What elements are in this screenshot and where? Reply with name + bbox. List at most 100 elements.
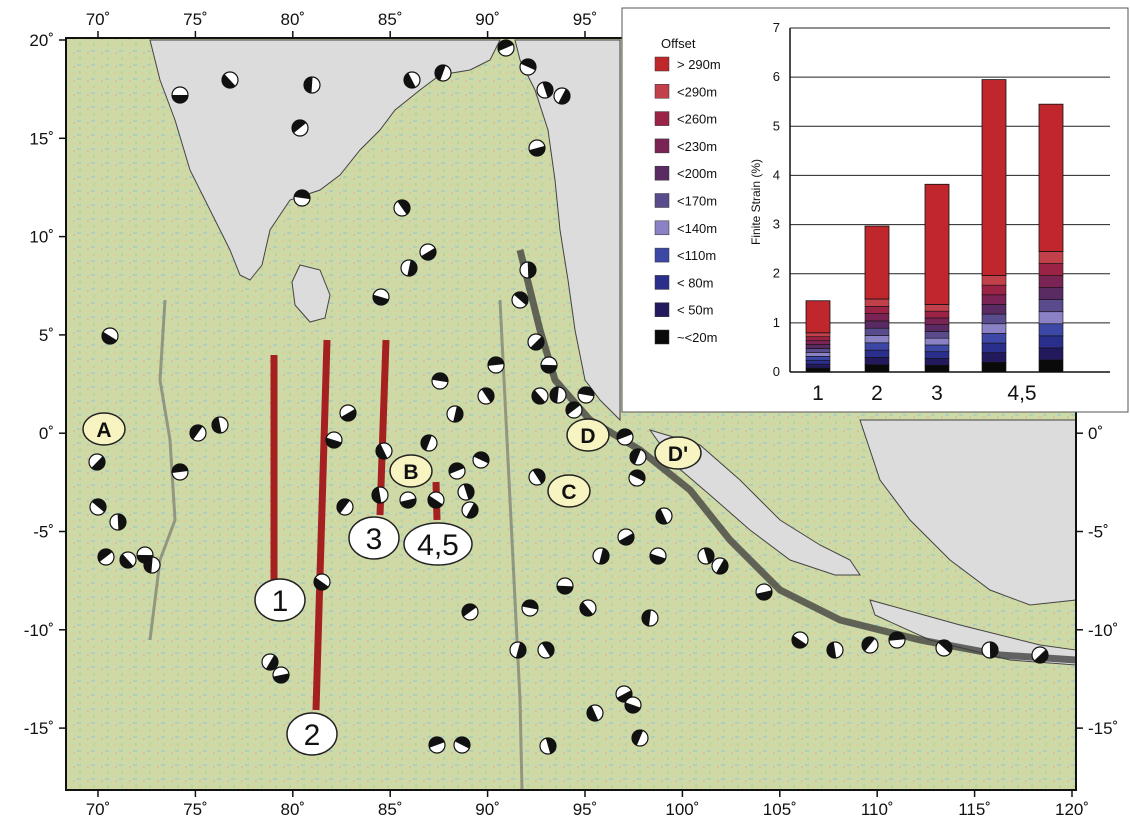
track-label-45: 4,5 [403,522,473,566]
lat-tick-label: -10˚ [24,621,54,640]
bar-segment [981,284,1007,296]
legend-swatch [654,111,670,126]
bar-segment [981,362,1007,373]
bar-segment [924,331,950,339]
legend-swatch [654,220,670,236]
legend-label: < 80m [677,275,714,290]
legend-swatch [654,247,670,263]
lon-tick-label: 85˚ [378,10,403,29]
bar-segment [981,275,1007,286]
track-label-45-text: 4,5 [417,529,459,562]
bar-segment [1038,299,1064,313]
track-label-1-ellipse [254,578,306,622]
focal-mechanism-icon [477,387,495,405]
strain-bar-chart: 0 1 2 3 4 5 6 7 1 2 3 4,5 [773,20,1110,405]
focal-mechanism-icon [540,356,558,374]
focal-mechanism-icon [143,556,161,574]
lon-ticks-top: 70˚ 75˚ 80˚ 85˚ 90˚ 95˚ [86,10,598,38]
legend-swatch [654,138,670,154]
focal-mechanism-icon [89,498,107,516]
y-tick-label: 0 [773,364,780,379]
focal-mechanism-icon [171,86,189,104]
legend-swatch [654,165,670,181]
lat-tick-label: -10˚ [1088,621,1118,640]
focal-mechanisms [88,39,1049,755]
focal-mechanism-icon [861,636,879,654]
bar-segment [924,324,950,332]
focal-mechanism-icon [711,557,729,575]
bar-segment [805,367,831,373]
focal-mechanism-icon [888,631,906,649]
bar-segment [924,183,950,305]
focal-mechanism-icon [615,685,633,703]
lon-tick-label: 70˚ [86,800,111,819]
focal-mechanism-icon [221,71,239,89]
focal-mechanism-icon [339,404,357,422]
focal-mechanism-icon [641,609,659,627]
bar-segment [805,363,831,369]
bar-segment [981,294,1007,305]
focal-mechanism-icon [375,442,393,460]
lat-tick-label: 0˚ [1088,424,1103,443]
focal-mechanism-icon [119,551,137,569]
bar-segment [1038,335,1064,349]
legend-label: <290m [677,84,717,99]
lat-tick-label: 15˚ [29,129,54,148]
bar-segment [864,225,890,300]
legend-label: < 50m [677,303,714,318]
lat-tick-label: -5˚ [1088,523,1109,542]
focal-mechanism-icon [461,501,479,519]
focal-mechanism-icon [565,401,583,419]
lat-tick-label: -5˚ [33,523,54,542]
focal-mechanism-icon [981,641,999,659]
bar-segment [1038,251,1064,264]
focal-mechanism-icon [519,261,537,279]
focal-mechanism-icon [655,507,673,525]
focal-mechanism-icon [539,737,557,755]
chagos-ridge [148,299,177,641]
bar-segment [864,327,890,336]
sri-lanka-landmass [291,264,331,323]
lat-tick-label: -15˚ [24,719,54,738]
bar-segment [1038,275,1064,288]
y-tick-label: 1 [773,315,780,330]
region-label-d-ellipse [566,418,610,452]
focal-mechanism-icon [631,729,649,747]
bar-segment [924,358,950,366]
focal-mechanism-icon [372,288,390,306]
bar-segment [981,323,1007,334]
region-label-d-prime: D' [654,436,702,470]
legend-label: <110m [677,248,716,263]
lon-tick-label: 95˚ [573,10,598,29]
bar-stack [864,225,890,373]
focal-mechanism-icon [592,547,610,565]
region-label-d-prime-text: D' [668,443,688,466]
legend-label: > 290m [677,57,721,72]
y-axis-label: Finite Strain (%) [749,159,763,245]
track-label-3-text: 3 [366,523,383,556]
bar-segment [924,344,950,353]
focal-mechanism-icon [586,704,604,722]
focal-mechanism-icon [472,451,490,469]
focal-mechanism-icon [419,243,437,261]
bar-segment [805,336,831,341]
focal-mechanism-icon [521,599,539,617]
bar-segment [1038,347,1064,361]
x-tick-label: 2 [871,382,883,405]
focal-mechanism-icon [549,386,567,404]
focal-mechanism-icon [527,333,545,351]
track-3-line [376,339,390,516]
bar-segment [864,306,890,314]
focal-mechanism-icon [528,468,546,486]
focal-mechanism-icon [616,428,634,446]
lon-tick-label: 80˚ [281,10,306,29]
bar-segment [1038,311,1064,325]
focal-mechanism-icon [211,416,229,434]
focal-mechanism-icon [303,76,321,94]
focal-mechanism-icon [88,453,106,471]
lat-tick-label: 0˚ [39,424,54,443]
x-tick-label: 4,5 [1007,382,1036,405]
focal-mechanism-icon [101,327,119,345]
focal-mechanism-icon [935,639,953,657]
bar-segment [924,364,950,373]
